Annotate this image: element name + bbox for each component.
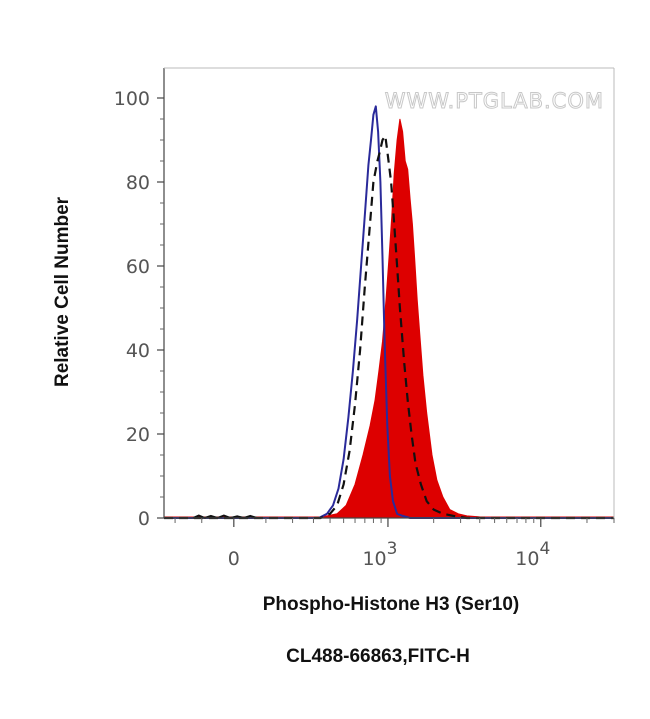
y-tick-label-0: 0 [138,508,150,530]
y-axis-title: Relative Cell Number [52,196,73,387]
series-1-solid-histogram [164,105,614,519]
series-layer [163,105,615,520]
y-tick-label-2: 40 [126,340,150,362]
x-tick-label-2: 104 [515,539,550,570]
x-tick-label-0: 0 [228,548,240,570]
y-tick-label-3: 60 [126,256,150,278]
y-tick-label-5: 100 [114,88,150,110]
y-ticks: 0 20 40 60 80 100 [114,88,164,530]
y-tick-label-1: 20 [126,424,150,446]
x-axis-title: Phospho-Histone H3 (Ser10) [263,594,520,615]
series-0-filled-histogram [163,118,615,519]
watermark-text: WWW.PTGLAB.COM [385,89,604,113]
series-2-dashed-histogram [164,134,614,520]
y-tick-label-4: 80 [126,172,150,194]
x-ticks: 0 103 104 [174,518,615,570]
chart-caption: CL488-66863,FITC-H [286,646,470,667]
series-3-solid-histogram [192,514,258,519]
x-tick-label-1: 103 [362,539,397,570]
axes-layer [163,67,615,519]
